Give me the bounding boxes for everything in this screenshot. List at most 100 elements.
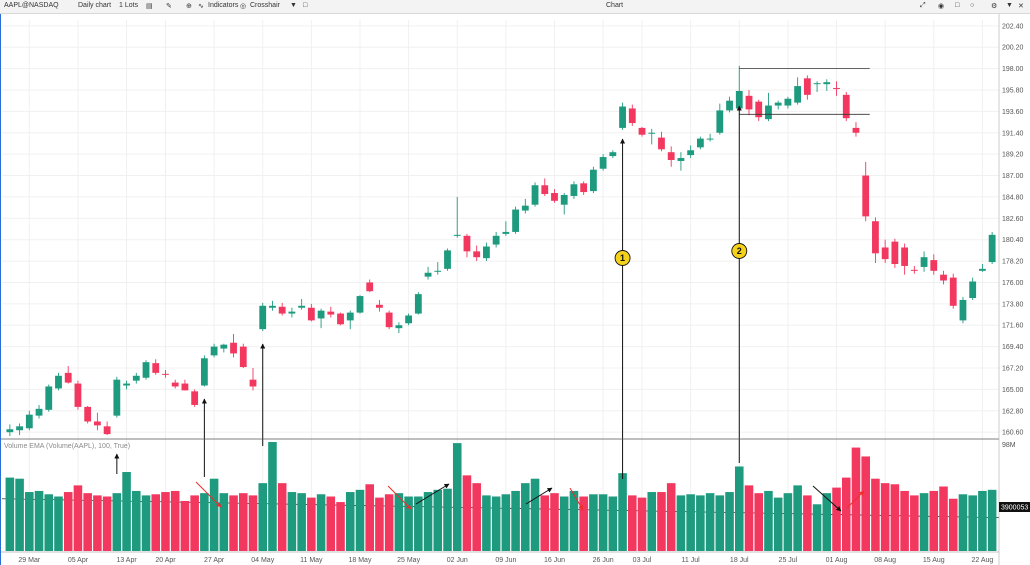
candle-body	[288, 311, 296, 314]
candle-body	[16, 426, 23, 431]
volume-bar	[657, 492, 666, 551]
price-tick-label: 173.80	[1002, 301, 1024, 308]
price-candles	[6, 65, 996, 437]
candle-body	[25, 414, 33, 429]
red-annotation-arrow	[195, 481, 222, 508]
expand-icon[interactable]: ⤢	[920, 2, 926, 9]
candle-body	[988, 234, 996, 263]
drawing-tools-icon[interactable]: ✎	[166, 3, 172, 10]
interval-selector[interactable]: Daily chart	[78, 2, 112, 9]
candle-body	[259, 305, 267, 330]
close-icon[interactable]: ✕	[1018, 3, 1024, 10]
axes: 202.40 200.20 198.00 195.80 193.60 191.40 189.…	[0, 14, 1030, 565]
volume-bar	[696, 495, 705, 551]
volume-bar	[180, 500, 190, 551]
candle-body	[551, 193, 558, 201]
volume-bar	[122, 472, 131, 551]
volume-bar	[550, 493, 559, 551]
toggle-icon[interactable]: ○	[970, 2, 975, 9]
candle-body	[123, 383, 130, 386]
crosshair-icon[interactable]: ◎	[240, 3, 247, 10]
candle-body	[910, 269, 918, 271]
marker-label-2: 2	[737, 246, 742, 256]
candle-body	[171, 382, 179, 387]
volume-bar	[200, 493, 209, 551]
time-tick-label: 20 Apr	[155, 557, 176, 564]
volume-bar	[871, 478, 880, 551]
volume-bar	[141, 495, 151, 551]
candle-body	[327, 311, 335, 315]
price-tick-label: 200.20	[1002, 45, 1024, 52]
time-tick-label: 16 Jun	[544, 557, 565, 564]
candle-body	[366, 282, 374, 292]
volume-bar	[803, 495, 812, 551]
window-icon[interactable]: □	[955, 2, 960, 9]
candle-body	[200, 358, 208, 386]
symbol-selector[interactable]: AAPL@NASDAQ	[4, 2, 59, 9]
black-annotation-arrow	[812, 485, 842, 512]
candle-body	[735, 90, 743, 109]
pin-icon[interactable]: ▼	[1006, 2, 1013, 9]
lots-selector[interactable]: 1 Lots	[119, 2, 139, 9]
candle-body	[132, 375, 140, 381]
time-tick-label: 08 Aug	[874, 557, 896, 564]
volume-bar	[44, 494, 54, 551]
candle-body	[619, 106, 626, 128]
candle-body	[376, 304, 383, 308]
candle-body	[774, 102, 782, 106]
candle-body	[813, 83, 821, 85]
volume-bar	[948, 498, 958, 551]
candle-body	[784, 98, 792, 106]
chart-type-icon[interactable]: ▤	[146, 3, 153, 10]
candle-body	[658, 137, 665, 150]
camera-icon[interactable]: ◉	[938, 3, 945, 10]
volume-bar	[394, 493, 404, 551]
volume-bar	[316, 494, 326, 551]
volume-bars	[5, 442, 997, 551]
volume-bar	[209, 478, 219, 551]
price-tick-label: 178.20	[1002, 259, 1024, 266]
price-tick-label: 167.20	[1002, 366, 1024, 373]
candle-body	[93, 421, 101, 426]
zoom-icon[interactable]: ⊕	[186, 3, 192, 10]
candle-body	[745, 95, 753, 110]
candle-body	[162, 373, 169, 375]
candle-body	[638, 127, 646, 135]
gear-icon[interactable]: ⚙	[991, 3, 998, 10]
volume-bar	[559, 496, 569, 551]
time-tick-label: 18 Jul	[730, 557, 749, 564]
candle-body	[570, 184, 578, 196]
layout-icon[interactable]: □	[303, 2, 308, 9]
volume-bar	[919, 493, 929, 551]
volume-bar	[112, 493, 122, 551]
volume-bar	[725, 492, 734, 551]
candlestick-chart[interactable]: 12 202.40200.20198.00195.80193.60191.401…	[0, 14, 1030, 565]
candle-body	[6, 429, 14, 433]
candle-body	[239, 346, 247, 368]
volume-bar	[666, 483, 676, 551]
volume-bar	[384, 494, 394, 551]
volume-bar	[268, 442, 277, 551]
price-tick-label: 171.60	[1002, 323, 1024, 330]
time-tick-label: 01 Aug	[826, 557, 848, 564]
candle-body	[940, 274, 947, 281]
indicators-icon[interactable]: ∿	[198, 3, 204, 10]
volume-bar	[579, 496, 588, 551]
candle-body	[872, 221, 879, 254]
indicators-button[interactable]: Indicators	[208, 2, 239, 9]
candle-body	[512, 209, 519, 232]
candle-body	[414, 294, 422, 314]
crosshair-button[interactable]: Crosshair	[250, 2, 280, 9]
volume-bar	[258, 483, 268, 551]
volume-bar	[151, 494, 161, 551]
volume-bar	[939, 486, 948, 551]
volume-bar	[491, 496, 501, 551]
time-tick-label: 18 May	[348, 557, 371, 564]
candle-body	[298, 305, 306, 308]
candle-body	[716, 110, 724, 133]
candle-body	[181, 383, 189, 391]
candle-body	[434, 270, 442, 272]
chart-title: Chart	[606, 2, 624, 9]
settings-dropdown-icon[interactable]: ▼	[290, 2, 297, 9]
volume-bar	[822, 493, 832, 551]
